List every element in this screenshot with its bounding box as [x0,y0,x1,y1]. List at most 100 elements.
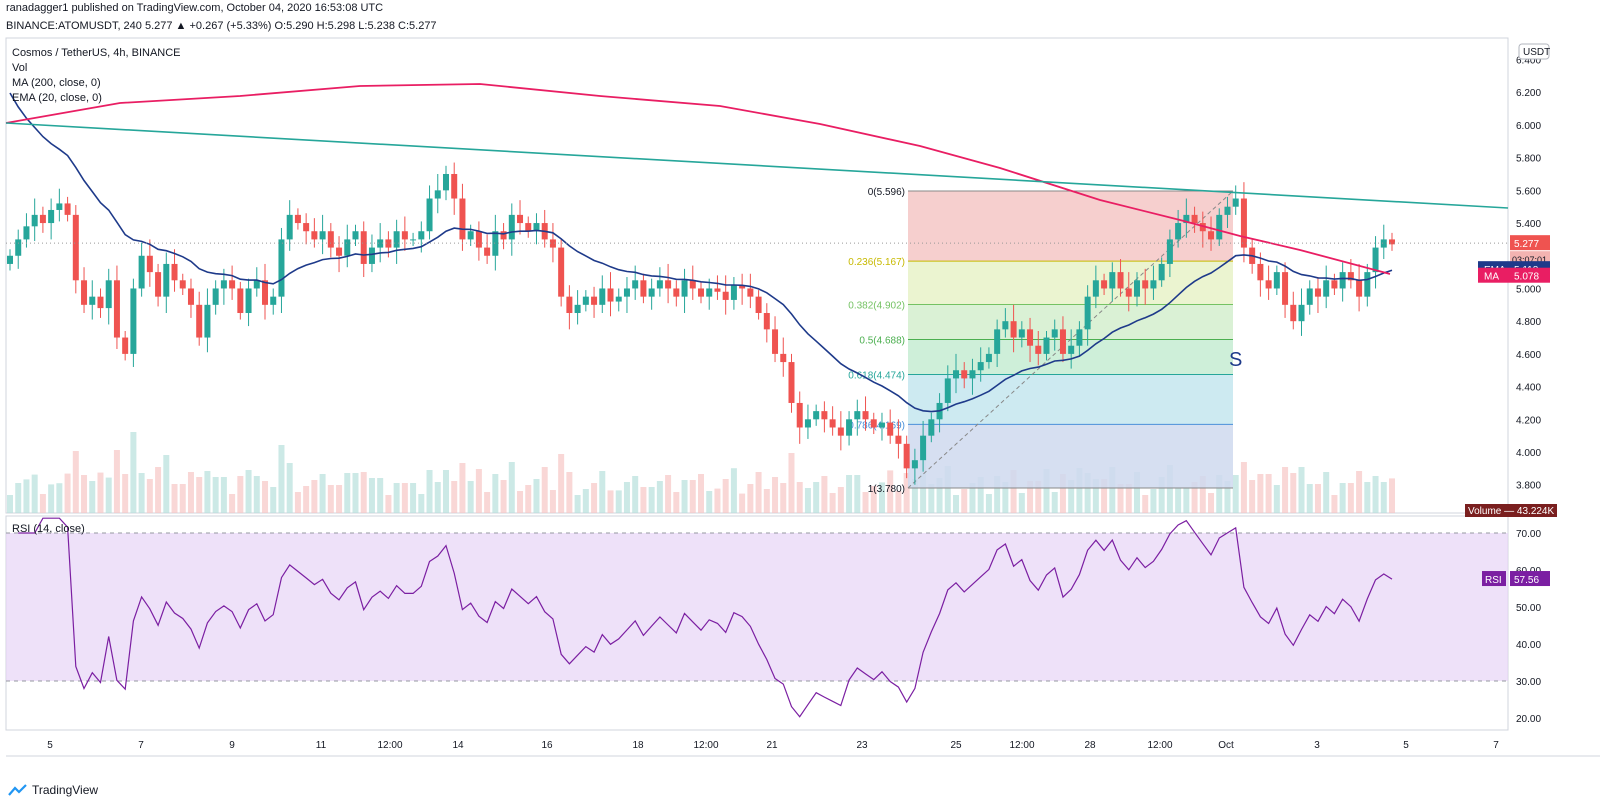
fib-zone [908,424,1233,488]
candle-body [829,419,836,428]
rsi-tick-label: 70.00 [1516,529,1541,540]
volume-bar [475,469,482,513]
volume-bar [401,483,408,513]
rsi-pane [6,517,1508,718]
time-tick-label: 5 [1403,740,1409,751]
publisher-line: ranadagger1 published on TradingView.com… [6,2,384,14]
volume-bar [467,481,474,513]
volume-bar [698,474,704,513]
candle-body [961,370,968,379]
candle-body [1208,231,1215,240]
candle-body [582,296,589,305]
volume-bar [953,495,960,513]
fib-zone [908,261,1233,305]
volume-bar [360,472,367,513]
volume-bar [23,479,30,513]
candle-body [739,285,746,289]
volume-bar [804,488,811,513]
volume-bar [1076,468,1083,513]
volume-bar [665,475,672,513]
candle-body [1043,337,1050,354]
legend-symbol: Cosmos / TetherUS, 4h, BINANCE [12,47,181,59]
rsi-tick-label: 50.00 [1516,603,1541,614]
candle-body [780,353,787,363]
candle-body [665,280,672,289]
time-tick-label: 28 [1084,740,1096,751]
candle-body [229,280,236,289]
volume-bar [1109,467,1116,513]
candle-body [632,280,639,289]
volume-bar [1117,484,1124,513]
volume-bar [821,476,828,513]
candle-body [1142,280,1149,289]
volume-bar [344,473,351,513]
candle-body [311,231,318,240]
volume-bar [772,477,779,513]
fib-level-label: 0.5(4.688) [859,336,905,347]
candle-body [1166,239,1173,264]
volume-tag [1465,504,1557,517]
ema-line [9,92,1393,413]
volume-bar [1282,467,1289,513]
time-tick-label: 9 [229,740,235,751]
candle-body [566,296,573,314]
candle-body [220,280,227,289]
candle-body [681,280,688,297]
volume-bar [558,454,565,513]
price-tick-label: 6.200 [1516,88,1541,99]
candle-body [1216,214,1223,240]
candle-body [1240,198,1247,248]
volume-bar [442,470,449,513]
volume-bar [393,483,400,513]
candle-body [459,198,466,240]
volume-bar [352,473,359,513]
volume-bar [911,479,918,513]
volume-bar [1306,484,1313,513]
volume-bar [1068,480,1075,513]
volume-bar [1347,483,1354,513]
volume-bar [1010,470,1017,513]
candle-body [1027,329,1034,346]
brand[interactable]: TradingView [8,783,98,797]
candle-body [1035,345,1042,354]
legend-ema: EMA (20, close, 0) [12,92,102,104]
fib-trend-line [907,190,1234,489]
volume-bar [1364,482,1371,513]
volume-bar [1166,465,1173,513]
candle-body [1298,304,1305,322]
candle-body [788,362,795,403]
candle-body [138,255,145,289]
fibonacci-retracement[interactable]: 0(5.596) 0.236(5.167) 0.382(4.902) 0.5(4.68… [848,187,1234,495]
candle-body [23,226,30,240]
candle-body [451,173,458,199]
volume-bar [1150,489,1157,513]
candle-body [262,280,269,305]
volume-bar [1339,483,1346,513]
volume-bar [459,463,466,513]
volume-bar [706,491,713,513]
volume-bar [755,472,762,513]
volume-bar [1175,488,1182,513]
candle-body [1125,288,1132,297]
candle-body [1273,272,1280,289]
volume-bar [1084,473,1091,513]
candle-body [854,411,861,420]
candle-body [327,231,334,248]
fib-zone [908,304,1233,340]
volume-bar [813,482,820,513]
candle-body [492,231,499,256]
candle-body [862,411,869,420]
volume-bar [294,492,301,513]
volume-bar [1018,493,1025,513]
volume-bar [7,495,13,513]
candle-body [574,304,581,314]
candle-body [895,435,902,444]
candle-body [81,280,88,305]
volume-bar [1043,469,1050,513]
time-tick-label: 11 [316,740,327,751]
price-tick-label: 5.400 [1516,219,1541,230]
candle-body [1002,321,1009,330]
volume-bar [541,467,548,513]
volume-bar [212,477,219,513]
